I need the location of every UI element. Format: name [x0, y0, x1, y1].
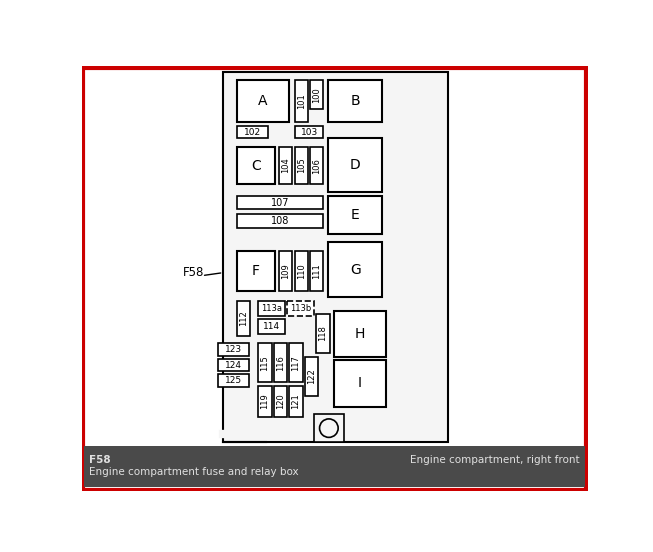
Bar: [334, 360, 386, 407]
Text: D: D: [350, 158, 360, 172]
Bar: [310, 251, 323, 291]
Bar: [314, 415, 343, 442]
Text: 114: 114: [263, 322, 280, 331]
Bar: [236, 214, 323, 228]
Text: 118: 118: [319, 326, 328, 341]
Text: 106: 106: [312, 158, 321, 173]
Text: A: A: [258, 94, 268, 108]
Text: H: H: [355, 327, 365, 341]
Bar: [236, 80, 289, 123]
Text: 111: 111: [312, 263, 321, 279]
Bar: [274, 343, 287, 382]
Bar: [310, 147, 323, 184]
Bar: [279, 251, 293, 291]
Bar: [259, 319, 285, 334]
Text: 116: 116: [276, 355, 285, 370]
Bar: [218, 374, 249, 386]
Bar: [295, 80, 308, 123]
Text: Engine compartment, right front: Engine compartment, right front: [410, 455, 580, 465]
Bar: [223, 72, 448, 442]
Text: 103: 103: [300, 128, 318, 136]
Text: 110: 110: [297, 263, 306, 279]
Text: 104: 104: [281, 158, 291, 173]
Bar: [295, 147, 308, 184]
Text: 109: 109: [281, 263, 291, 279]
Text: Engine compartment fuse and relay box: Engine compartment fuse and relay box: [89, 466, 299, 476]
Text: E: E: [351, 208, 360, 222]
Text: 124: 124: [225, 360, 242, 369]
Text: 108: 108: [271, 216, 289, 226]
Bar: [259, 386, 272, 417]
Bar: [279, 147, 293, 184]
Circle shape: [319, 419, 338, 437]
Text: F: F: [252, 264, 260, 278]
Bar: [328, 138, 382, 192]
Bar: [328, 195, 382, 234]
Bar: [236, 251, 276, 291]
Text: 102: 102: [244, 128, 261, 136]
Text: 120: 120: [276, 394, 285, 409]
Bar: [236, 301, 250, 336]
Bar: [84, 446, 585, 487]
Text: 112: 112: [239, 311, 247, 326]
Bar: [305, 357, 318, 396]
Bar: [287, 301, 314, 316]
Bar: [259, 301, 285, 316]
Text: F58: F58: [89, 455, 111, 465]
Bar: [259, 343, 272, 382]
Text: 105: 105: [297, 158, 306, 173]
Bar: [289, 343, 302, 382]
Bar: [236, 126, 268, 138]
Bar: [236, 147, 276, 184]
Bar: [310, 80, 323, 109]
Bar: [334, 311, 386, 357]
Text: 113a: 113a: [261, 304, 282, 314]
Text: F58: F58: [182, 266, 204, 279]
Bar: [328, 80, 382, 123]
Text: G: G: [350, 263, 360, 277]
Text: C: C: [251, 158, 261, 173]
Text: 101: 101: [297, 93, 306, 109]
Bar: [295, 126, 323, 138]
Bar: [236, 195, 323, 209]
Bar: [328, 242, 382, 297]
Bar: [295, 251, 308, 291]
Bar: [218, 359, 249, 371]
Text: 125: 125: [225, 376, 242, 385]
Text: 115: 115: [261, 355, 270, 370]
Text: B: B: [351, 94, 360, 108]
Text: 107: 107: [271, 198, 289, 208]
Text: 122: 122: [307, 369, 316, 384]
Text: 119: 119: [261, 394, 270, 409]
Text: I: I: [358, 376, 362, 390]
Text: 100: 100: [312, 87, 321, 103]
Bar: [218, 343, 249, 355]
Bar: [274, 386, 287, 417]
Text: 113b: 113b: [290, 304, 311, 314]
Bar: [317, 314, 330, 353]
Text: 123: 123: [225, 345, 242, 354]
Bar: [289, 386, 302, 417]
Text: 121: 121: [291, 394, 300, 409]
Text: 117: 117: [291, 355, 300, 370]
